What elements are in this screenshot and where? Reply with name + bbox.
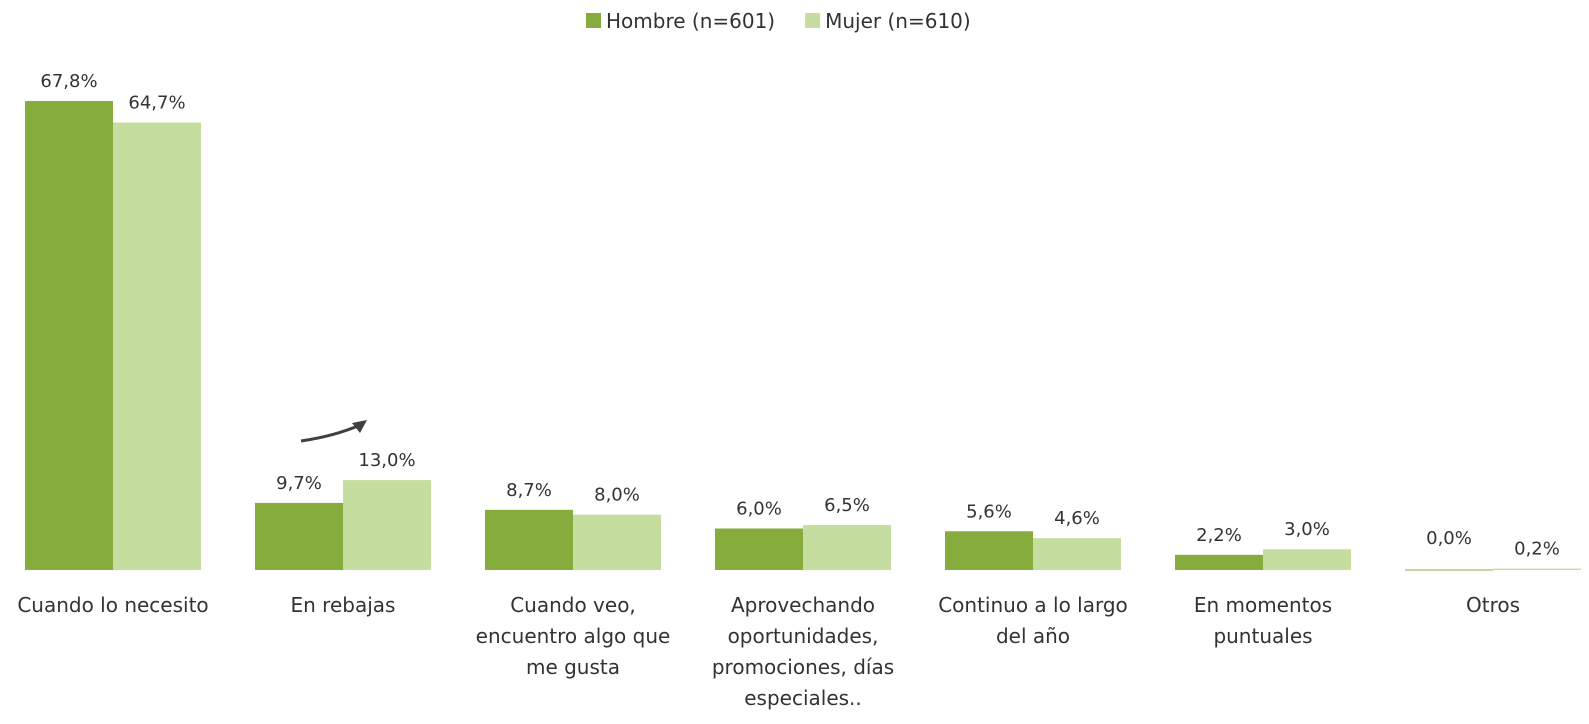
- bar: [485, 509, 573, 570]
- value-label: 0,0%: [1426, 528, 1472, 549]
- category-label: Aprovechando oportunidades, promociones,…: [711, 593, 895, 710]
- value-label: 64,7%: [128, 92, 185, 113]
- bar: [113, 122, 201, 571]
- value-label: 6,5%: [824, 495, 870, 516]
- arrow-head: [352, 420, 367, 433]
- category-label: Cuando veo, encuentro algo que me gusta: [475, 593, 671, 679]
- bar: [1263, 549, 1351, 570]
- bar: [573, 514, 661, 570]
- value-label: 4,6%: [1054, 508, 1100, 529]
- bar: [25, 101, 113, 570]
- bar: [715, 528, 803, 570]
- value-label: 13,0%: [358, 450, 415, 471]
- value-label: 9,7%: [276, 473, 322, 494]
- bar: [343, 480, 431, 570]
- bar: [803, 525, 891, 570]
- category-label: Otros: [1465, 593, 1521, 617]
- value-label: 67,8%: [40, 71, 97, 92]
- value-label: 0,2%: [1514, 539, 1560, 560]
- arrow: [300, 423, 361, 443]
- category-label: En rebajas: [290, 593, 396, 617]
- value-label: 5,6%: [966, 501, 1012, 522]
- bar: [255, 502, 343, 570]
- category-label: Continuo a lo largo del año: [938, 593, 1128, 648]
- value-label: 8,7%: [506, 480, 552, 501]
- value-label: 3,0%: [1284, 519, 1330, 540]
- bar: [1175, 554, 1263, 570]
- value-label: 8,0%: [594, 485, 640, 506]
- legend-swatch: [586, 13, 601, 28]
- legend-label: Mujer (n=610): [825, 9, 971, 33]
- category-label: En momentos puntuales: [1193, 593, 1333, 648]
- value-label: 6,0%: [736, 498, 782, 519]
- value-label: 2,2%: [1196, 525, 1242, 546]
- bar: [1493, 568, 1581, 570]
- bar: [945, 531, 1033, 570]
- legend-label: Hombre (n=601): [606, 9, 775, 33]
- bar: [1033, 538, 1121, 570]
- category-label: Cuando lo necesito: [17, 593, 209, 617]
- legend-swatch: [805, 13, 821, 28]
